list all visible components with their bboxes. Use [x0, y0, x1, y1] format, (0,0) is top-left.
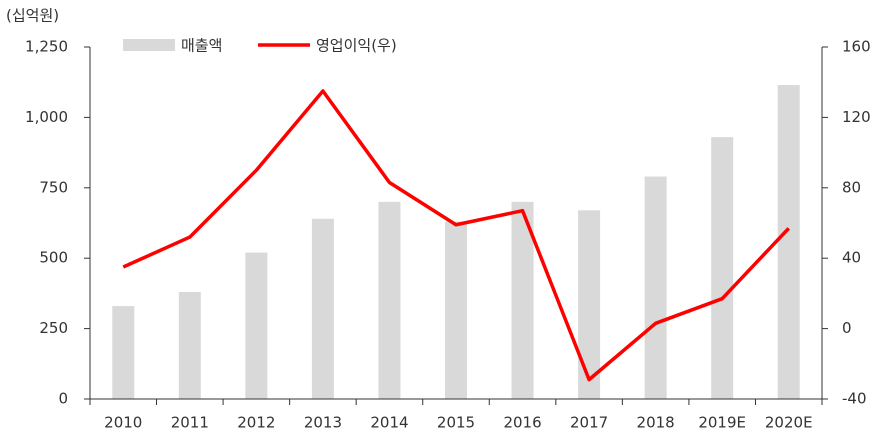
y2-tick-label: 40 [842, 249, 861, 267]
x-tick-label: 2012 [237, 414, 275, 432]
bar [245, 252, 268, 399]
bar [644, 176, 667, 399]
x-tick-label: 2019E [698, 414, 746, 432]
y-tick-label: 500 [39, 249, 68, 267]
bar [578, 210, 601, 399]
y2-tick-label: -40 [842, 390, 867, 408]
bar [511, 201, 534, 399]
legend-label: 영업이익(우) [316, 37, 397, 55]
x-tick-label: 2014 [370, 414, 408, 432]
bar [178, 291, 201, 399]
y2-tick-label: 80 [842, 178, 861, 196]
bar [711, 137, 734, 399]
x-tick-label: 2018 [637, 414, 675, 432]
legend-swatch [123, 39, 175, 51]
bar [445, 221, 467, 399]
y-tick-label: 750 [39, 178, 68, 196]
y2-tick-label: 0 [842, 319, 852, 337]
unit-label: (십억원) [6, 7, 59, 25]
bar [777, 85, 800, 400]
y-tick-label: 1,000 [25, 108, 68, 126]
legend-label: 매출액 [181, 37, 222, 55]
y2-tick-label: 160 [842, 38, 871, 56]
x-tick-label: 2010 [104, 414, 142, 432]
bar [378, 201, 401, 399]
y-tick-label: 250 [39, 319, 68, 337]
x-tick-label: 2016 [503, 414, 541, 432]
y2-tick-label: 120 [842, 108, 871, 126]
y-tick-label: 1,250 [25, 38, 68, 56]
x-tick-label: 2013 [304, 414, 342, 432]
line [122, 89, 790, 382]
x-tick-label: 2011 [171, 414, 209, 432]
x-tick-label: 2015 [437, 414, 475, 432]
x-tick-label: 2020E [765, 414, 813, 432]
bar [311, 218, 334, 399]
y-tick-label: 0 [58, 390, 68, 408]
x-tick-label: 2017 [570, 414, 608, 432]
bar [112, 306, 135, 399]
